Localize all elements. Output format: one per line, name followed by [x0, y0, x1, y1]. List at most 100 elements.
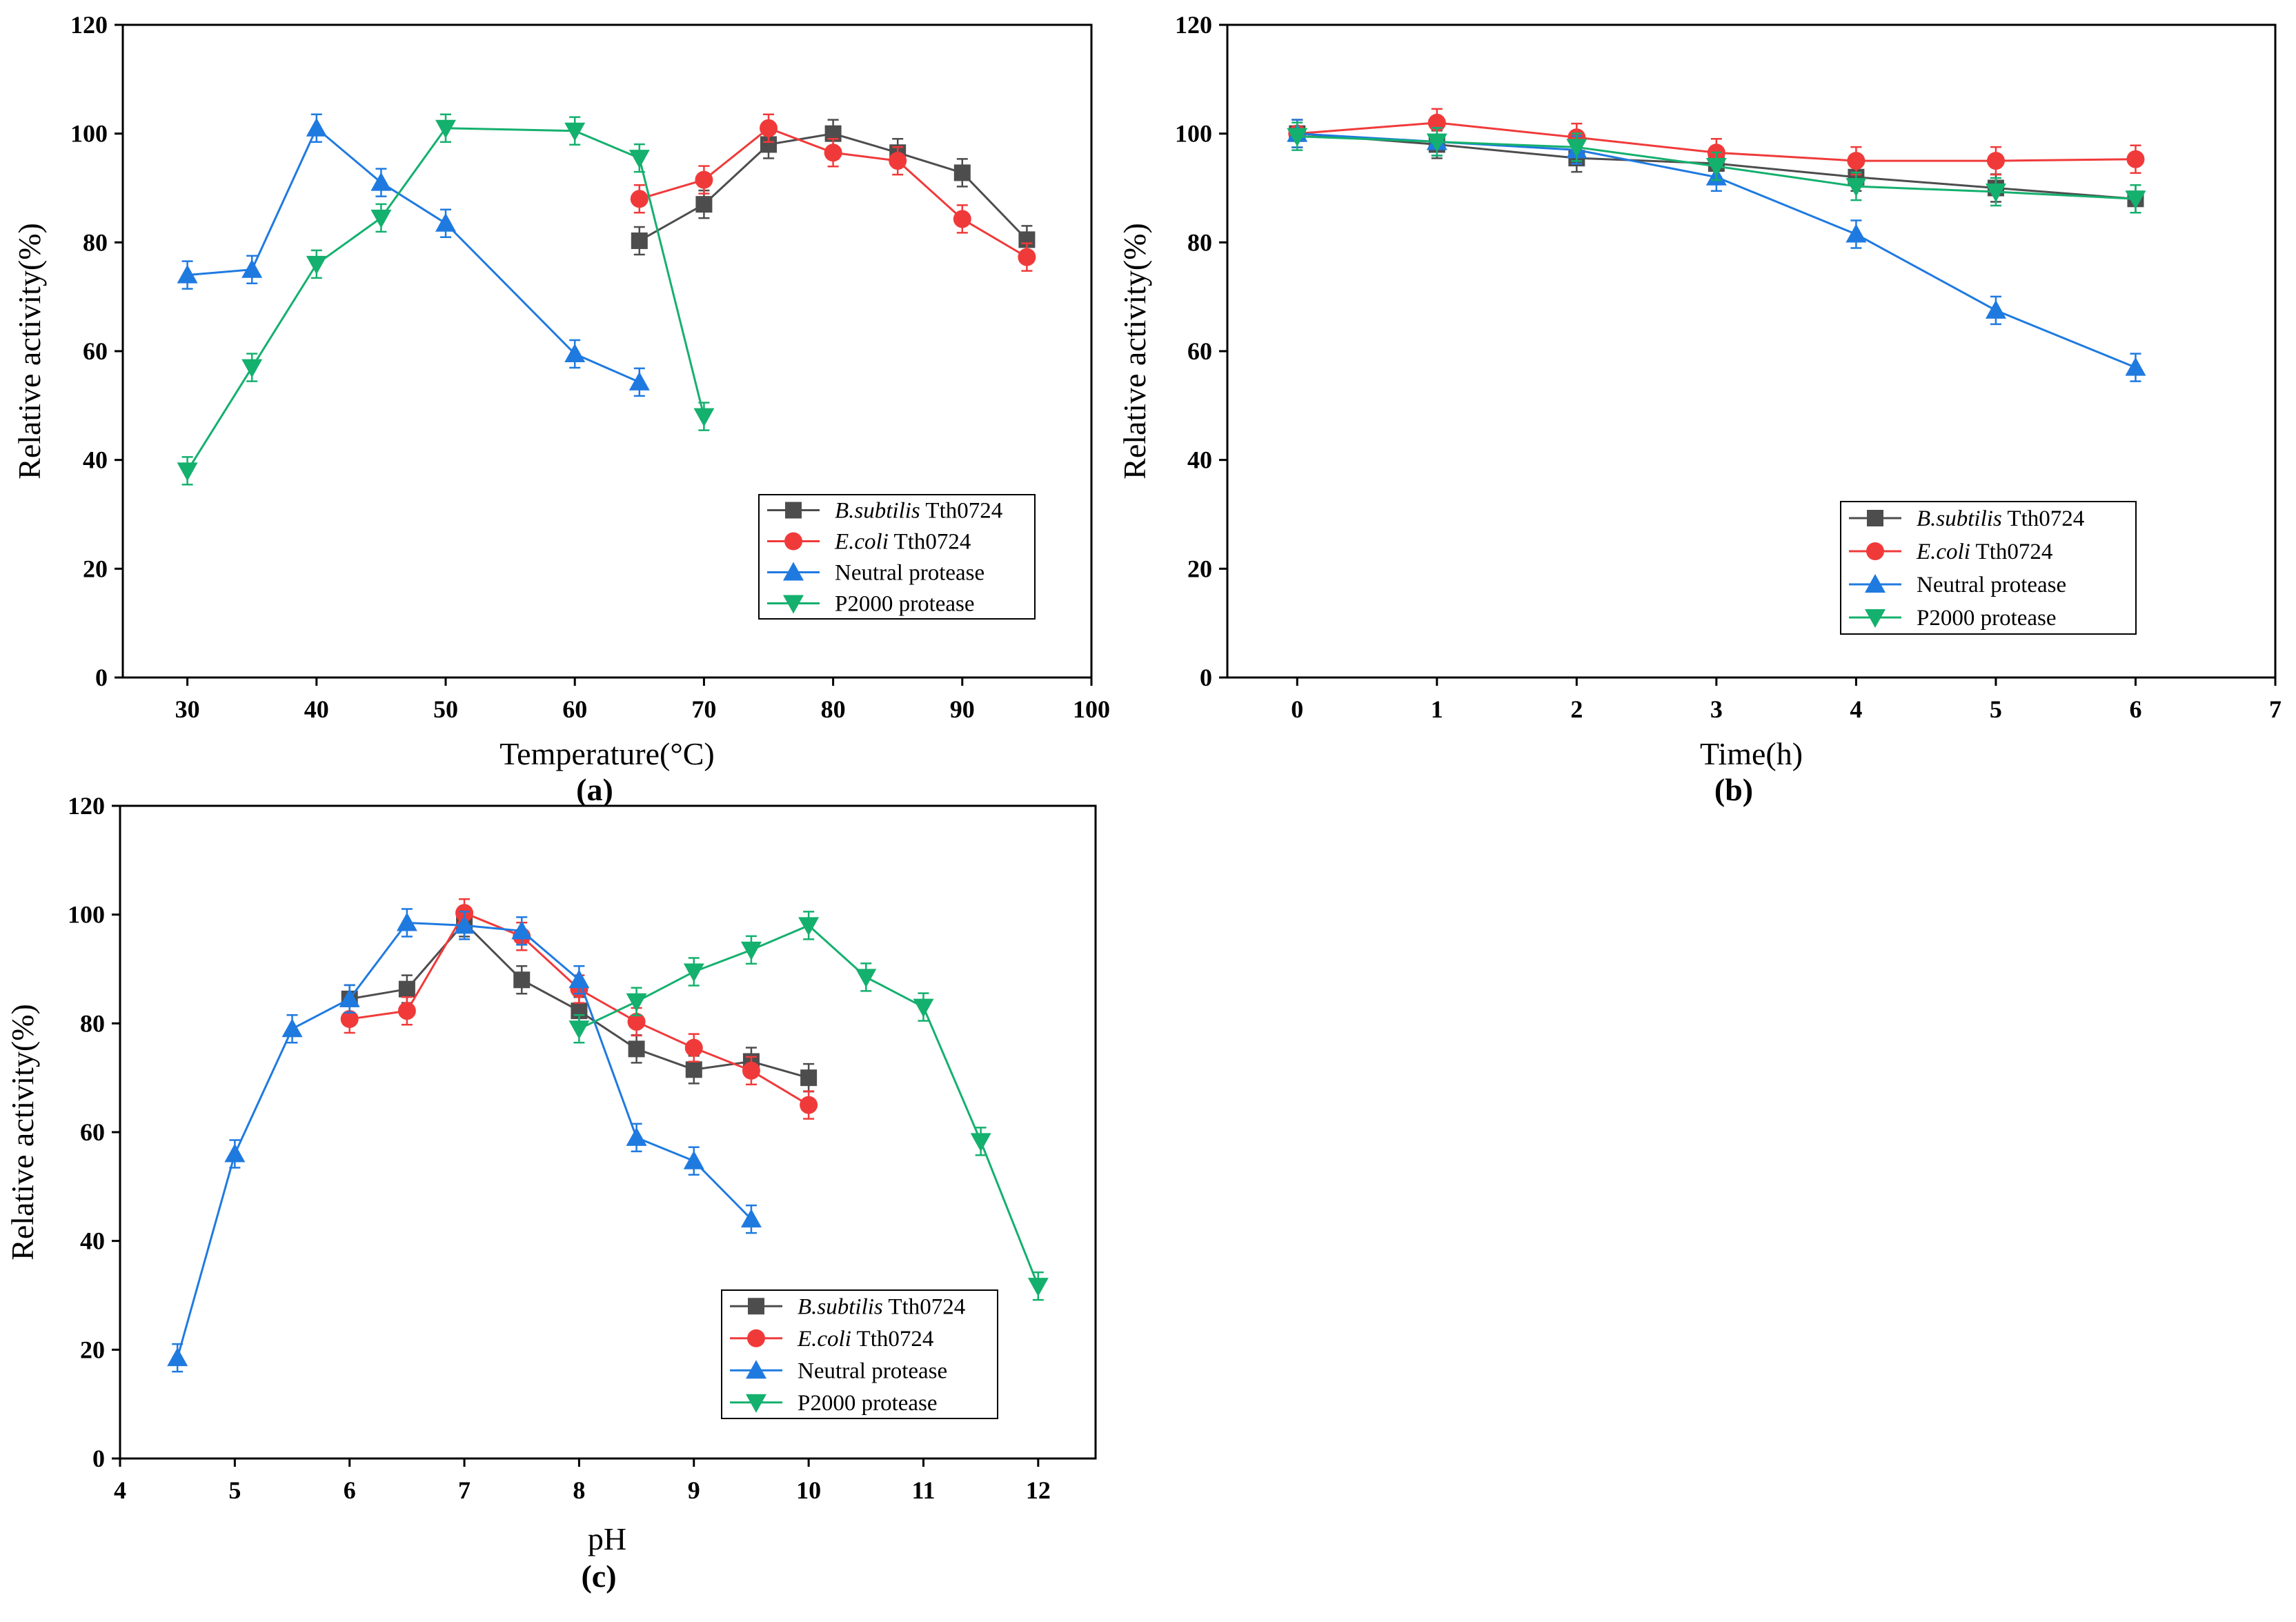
series-b-subtilis-tth0724 [631, 119, 1036, 256]
data-point [306, 117, 327, 137]
legend: B.subtilis Tth0724 E.coli Tth0724 Neutral … [721, 1289, 998, 1419]
legend-label: B.subtilis Tth0724 [1917, 506, 2084, 531]
legend-marker [747, 1329, 765, 1347]
data-point [630, 190, 649, 208]
data-point [740, 941, 762, 960]
legend-label: Neutral protease [1917, 573, 2066, 597]
data-point [800, 1096, 818, 1114]
data-point [241, 359, 263, 378]
data-point [241, 259, 263, 278]
x-tick-label: 7 [458, 1476, 471, 1504]
x-tick-label: 3 [1710, 695, 1723, 723]
y-tick-label: 20 [80, 1336, 105, 1363]
legend: B.subtilis Tth0724 E.coli Tth0724 Neutral … [1840, 501, 2137, 635]
y-tick-label: 40 [80, 1227, 105, 1255]
legend-marker [1866, 542, 1884, 560]
legend-marker [1867, 510, 1883, 526]
y-tick-label: 20 [83, 555, 108, 582]
data-point [629, 371, 650, 390]
y-axis-title: Relative activity(%) [12, 223, 47, 479]
series-line [176, 921, 753, 1358]
x-tick-label: 4 [1850, 695, 1862, 723]
x-axis-title: pH [588, 1521, 626, 1556]
data-point [683, 1150, 704, 1169]
x-tick-label: 8 [573, 1476, 585, 1504]
data-point [824, 144, 842, 162]
panel-label: (c) [581, 1559, 616, 1594]
y-tick-label: 120 [68, 792, 105, 820]
data-point [177, 264, 198, 284]
data-point [435, 119, 456, 139]
legend-entry: P2000 protease [767, 592, 975, 617]
data-point [177, 462, 198, 482]
x-tick-label: 6 [2129, 695, 2141, 723]
x-axis-title: Temperature(°C) [499, 736, 714, 771]
data-point [695, 170, 713, 189]
data-point [370, 172, 392, 191]
legend-marker [1865, 609, 1886, 628]
data-point [1985, 184, 2006, 203]
x-tick-label: 5 [1990, 695, 2002, 723]
panel-a-temperature: 30 40 50 60 70 80 90 100 0 20 40 60 80 100 120 Temperat… [12, 11, 1110, 807]
legend-marker [783, 562, 804, 581]
legend-label: B.subtilis Tth0724 [835, 499, 1002, 524]
data-point [1845, 178, 1867, 197]
legend-label: P2000 protease [798, 1391, 938, 1416]
y-tick-label: 60 [83, 337, 108, 365]
y-tick-label: 40 [1187, 446, 1212, 474]
legend-entry: Neutral protease [730, 1358, 947, 1383]
data-point [1986, 152, 2005, 170]
y-axis-title: Relative activity(%) [1117, 223, 1152, 479]
data-point [695, 196, 713, 213]
data-point [306, 255, 327, 275]
legend-marker [784, 532, 802, 551]
series-e-coli-tth0724 [630, 113, 1036, 272]
data-point [340, 1010, 359, 1029]
x-tick-label: 9 [688, 1476, 700, 1504]
data-point [889, 152, 907, 170]
legend-label: E.coli Tth0724 [834, 530, 971, 555]
data-point [628, 1040, 645, 1058]
legend-entry: Neutral protease [767, 561, 984, 586]
x-tick-label: 2 [1570, 695, 1583, 723]
legend-label: Neutral protease [835, 561, 984, 586]
data-point [339, 988, 360, 1007]
legend-entry: P2000 protease [730, 1391, 938, 1416]
data-point [398, 980, 415, 998]
x-tick-label: 50 [433, 695, 458, 723]
legend-entry: Neutral protease [1849, 573, 2066, 597]
legend-label: E.coli Tth0724 [797, 1327, 933, 1352]
x-tick-label: 80 [821, 695, 846, 723]
x-tick-label: 6 [344, 1476, 356, 1504]
x-tick-label: 10 [796, 1476, 821, 1504]
data-point [1426, 133, 1447, 152]
y-tick-label: 60 [1187, 337, 1212, 365]
legend-marker [748, 1298, 764, 1315]
x-tick-label: 11 [911, 1476, 935, 1504]
data-point [685, 1061, 702, 1078]
y-axis-title: Relative activity(%) [5, 1004, 40, 1260]
legend-marker [746, 1360, 766, 1379]
y-tick-label: 100 [68, 901, 105, 929]
y-tick-label: 80 [1187, 228, 1212, 256]
y-tick-label: 100 [1175, 120, 1212, 148]
data-point [568, 969, 590, 989]
data-point [953, 164, 971, 181]
panel-label: (b) [1714, 772, 1753, 807]
x-tick-label: 40 [304, 695, 329, 723]
x-tick-label: 4 [114, 1476, 126, 1504]
data-point [742, 1061, 760, 1080]
panel-b-time: 0 1 2 3 4 5 6 7 0 20 40 60 80 100 120 Time(h) Relative a… [1117, 11, 2282, 807]
y-tick-label: 40 [83, 446, 108, 474]
legend-entry: E.coli Tth0724 [767, 530, 971, 555]
data-point [2125, 357, 2146, 376]
legend-label: E.coli Tth0724 [1916, 540, 2052, 564]
data-point [1018, 248, 1036, 266]
legend-box [721, 1289, 998, 1419]
data-point [627, 1012, 646, 1031]
data-point [568, 1020, 590, 1040]
data-point [167, 1347, 188, 1367]
legend-label: B.subtilis Tth0724 [798, 1294, 965, 1319]
